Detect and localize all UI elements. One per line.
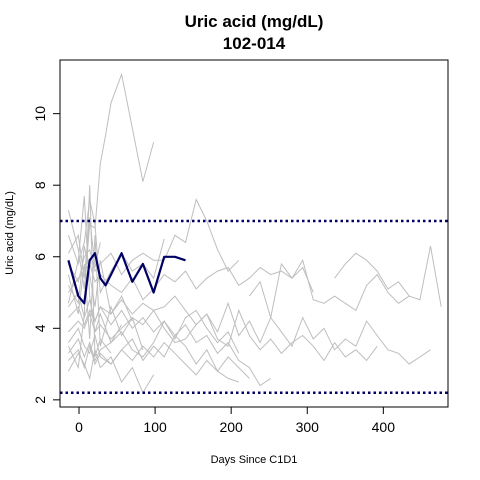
y-tick-label: 6 bbox=[32, 253, 48, 261]
reference-lines-layer bbox=[60, 219, 448, 394]
background-series-line-14 bbox=[67, 245, 133, 322]
background-series-line-8 bbox=[68, 308, 378, 362]
x-tick-label: 200 bbox=[219, 419, 243, 435]
x-tick-label: 300 bbox=[296, 419, 320, 435]
x-tick-label: 100 bbox=[143, 419, 167, 435]
x-axis-label: Days Since C1D1 bbox=[211, 454, 298, 466]
background-series-line-7 bbox=[68, 295, 431, 365]
y-tick-label: 10 bbox=[32, 106, 48, 122]
background-series-line-4 bbox=[67, 262, 314, 301]
y-axis: 2 4 6 8 10 bbox=[32, 106, 61, 404]
background-series-line-16 bbox=[67, 195, 123, 344]
background-series-line-18 bbox=[67, 235, 144, 350]
x-axis: 0 100 200 300 400 bbox=[75, 406, 396, 435]
y-tick-label: 4 bbox=[32, 324, 48, 332]
background-series-line-11 bbox=[67, 327, 239, 383]
background-series-line-1 bbox=[67, 72, 155, 289]
y-tick-label: 8 bbox=[32, 181, 48, 189]
background-series-line-12 bbox=[67, 349, 155, 394]
highlight-series-line bbox=[67, 252, 186, 305]
chart-subtitle: 102-014 bbox=[223, 34, 286, 53]
x-tick-label: 400 bbox=[372, 419, 396, 435]
chart-title: Uric acid (mg/dL) bbox=[185, 12, 324, 31]
highlight-series-layer bbox=[67, 252, 186, 305]
background-series-line-3 bbox=[67, 198, 240, 284]
y-tick-label: 2 bbox=[32, 396, 48, 404]
background-series-line-9 bbox=[67, 309, 240, 362]
background-series-line-5 bbox=[334, 245, 442, 307]
background-series-line-13 bbox=[67, 291, 271, 387]
y-axis-label: Uric acid (mg/dL) bbox=[4, 191, 16, 275]
background-series-line-6 bbox=[248, 259, 410, 318]
x-tick-label: 0 bbox=[75, 419, 83, 435]
background-series-layer bbox=[67, 72, 442, 394]
